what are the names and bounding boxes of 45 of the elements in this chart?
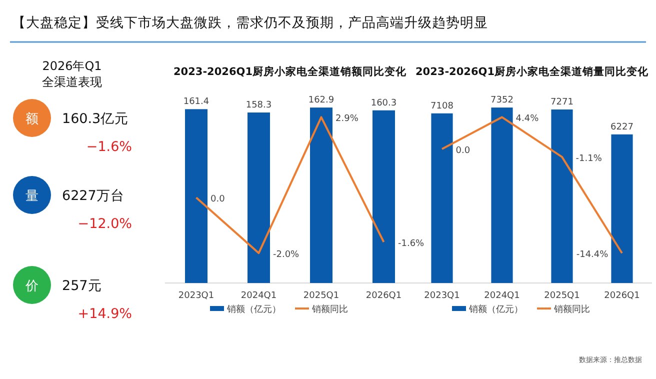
data-label: 0.0 [456, 146, 470, 156]
legend-label: 销额同比 [311, 304, 348, 315]
legend-label: 销额（亿元） [226, 304, 281, 315]
bar [431, 113, 453, 283]
data-label: -1.1% [576, 154, 602, 164]
data-label: 7271 [550, 97, 574, 108]
text: 6227万台 [62, 188, 124, 204]
data-label: 7108 [430, 101, 454, 112]
data-label: 6227 [610, 122, 634, 132]
chart-title: 2023-2026Q1厨房小家电全渠道销量同比变化 [415, 65, 650, 78]
data-label: -2.0% [273, 250, 300, 260]
legend-label: 销额（亿元） [468, 304, 523, 315]
x-tick-label: 2025Q1 [303, 291, 340, 301]
text: −1.6% [86, 139, 132, 155]
text: 257元 [62, 278, 102, 294]
data-label: 0.0 [210, 194, 226, 205]
x-tick-label: 2024Q1 [240, 291, 277, 301]
bar [551, 109, 573, 283]
text: 【大盘稳定】受线下市场大盘微跌，需求仍不及预期，产品高端升级趋势明显 [12, 15, 488, 31]
data-label: 160.3 [370, 98, 397, 108]
text: 价 [24, 279, 38, 294]
text: 额 [26, 112, 38, 127]
data-label: 162.9 [308, 96, 334, 106]
x-tick-label: 2023Q1 [424, 291, 460, 301]
bar [491, 108, 513, 283]
bar [611, 134, 633, 283]
text: 160.3亿元 [62, 111, 129, 127]
data-label: 4.4% [516, 114, 540, 124]
data-label: 7352 [490, 96, 514, 106]
data-label: 158.3 [246, 100, 272, 110]
x-tick-label: 2025Q1 [544, 291, 580, 301]
data-label: -14.4% [576, 250, 609, 260]
legend-label: 销额同比 [553, 304, 590, 315]
text: 量 [26, 189, 38, 204]
text: −12.0% [78, 216, 132, 232]
x-tick-label: 2026Q1 [366, 291, 402, 301]
chart-title: 2023-2026Q1厨房小家电全渠道销额同比变化 [173, 65, 408, 78]
x-tick-label: 2023Q1 [178, 291, 214, 301]
data-label: -1.6% [398, 239, 425, 250]
text: 2026年Q1 全渠道表现 [42, 59, 102, 89]
x-tick-label: 2024Q1 [484, 291, 520, 301]
data-label: 2.9% [336, 114, 359, 124]
x-tick-label: 2026Q1 [604, 291, 640, 301]
data-label: 161.4 [183, 97, 210, 108]
text: +14.9% [78, 306, 132, 322]
